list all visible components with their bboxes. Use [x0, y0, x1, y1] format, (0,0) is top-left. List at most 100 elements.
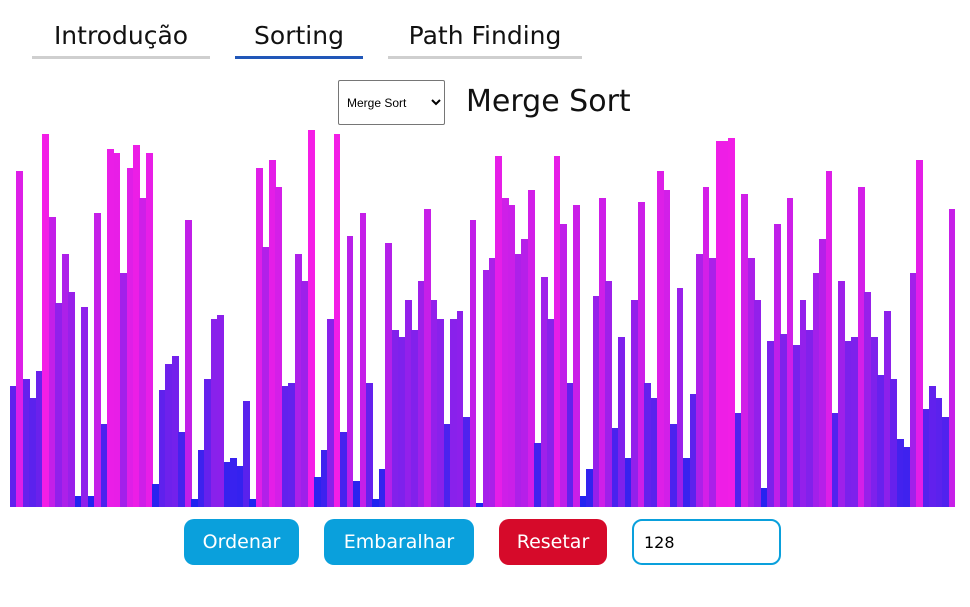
array-bar — [372, 499, 380, 507]
array-bar — [437, 318, 444, 507]
array-bar — [120, 273, 127, 507]
shuffle-button[interactable]: Embaralhar — [324, 519, 474, 565]
array-bar — [780, 333, 787, 507]
array-bar — [495, 156, 503, 507]
array-bar — [217, 314, 224, 507]
array-bar — [547, 318, 554, 507]
array-bar — [599, 197, 606, 507]
array-bar — [404, 299, 412, 507]
array-bar — [398, 337, 406, 507]
array-bar — [320, 450, 328, 507]
reset-button[interactable]: Resetar — [499, 519, 607, 565]
array-bar — [942, 416, 949, 507]
array-bar — [534, 442, 542, 507]
array-bar — [877, 375, 885, 507]
array-bar — [825, 171, 833, 507]
array-bar — [35, 371, 43, 507]
algorithm-select[interactable]: Merge Sort — [338, 80, 445, 125]
array-bar — [359, 212, 367, 507]
array-bar — [424, 209, 431, 507]
array-bar — [799, 299, 807, 507]
array-bar — [204, 378, 211, 507]
array-bar — [74, 495, 82, 507]
array-bar — [314, 476, 321, 507]
tab-introducao[interactable]: Introdução — [32, 20, 210, 59]
array-bar — [81, 307, 88, 507]
array-bar — [702, 186, 710, 507]
array-bar — [288, 382, 296, 507]
array-bar — [676, 288, 684, 507]
array-bar — [819, 239, 826, 507]
array-bar — [709, 258, 716, 507]
array-bar — [42, 133, 50, 507]
array-bar — [158, 390, 166, 507]
array-bar — [734, 412, 742, 507]
array-bar — [806, 329, 813, 507]
array-bar — [476, 503, 483, 507]
array-bar — [929, 386, 936, 507]
array-bar — [650, 397, 658, 507]
array-bar — [340, 431, 347, 507]
array-bar — [55, 303, 63, 507]
array-bar — [573, 205, 580, 507]
tab-path-finding[interactable]: Path Finding — [388, 20, 582, 59]
array-bar — [624, 458, 632, 507]
array-bar — [171, 356, 179, 507]
array-bar — [469, 220, 477, 507]
array-bar — [857, 186, 865, 507]
array-bar — [178, 431, 186, 507]
array-bar — [566, 382, 574, 507]
array-bar — [236, 465, 244, 507]
array-bar — [501, 197, 509, 507]
array-bar — [689, 393, 697, 507]
array-bar — [249, 499, 257, 507]
array-bar — [916, 160, 923, 507]
array-bar — [197, 450, 205, 507]
array-bar — [773, 224, 781, 507]
array-bar — [851, 337, 859, 507]
array-bar — [721, 141, 729, 507]
array-bar — [126, 167, 134, 507]
array-bar — [611, 427, 619, 507]
array-bar — [896, 439, 904, 507]
array-bar — [210, 318, 218, 507]
action-bar: Ordenar Embaralhar Resetar — [0, 519, 970, 567]
array-bar — [909, 273, 917, 507]
algorithm-header: Merge Sort Merge Sort — [0, 80, 970, 126]
array-bar — [618, 337, 626, 507]
array-bar — [100, 424, 108, 507]
array-bar — [883, 310, 891, 507]
sort-button[interactable]: Ordenar — [184, 519, 299, 565]
array-bar — [87, 495, 95, 507]
array-bar — [113, 152, 121, 507]
array-bar — [728, 137, 736, 507]
array-bar — [903, 446, 910, 507]
array-bar — [230, 458, 237, 507]
array-bar — [391, 329, 399, 507]
array-bar — [747, 258, 755, 507]
array-bar — [844, 341, 852, 507]
array-bar — [29, 397, 37, 507]
array-bar — [767, 341, 775, 507]
array-bar — [184, 220, 192, 507]
array-bar — [812, 273, 820, 507]
array-bar — [715, 141, 723, 507]
array-bar — [22, 378, 30, 507]
array-bar — [870, 337, 878, 507]
array-size-input[interactable] — [632, 519, 781, 565]
array-bar — [385, 243, 393, 507]
array-bar — [346, 235, 354, 507]
tab-sorting[interactable]: Sorting — [235, 20, 363, 59]
array-bar — [443, 424, 451, 507]
array-bar — [262, 246, 270, 507]
array-bar — [191, 499, 198, 507]
array-bar — [514, 254, 522, 507]
array-bar — [463, 416, 470, 507]
array-bar — [760, 488, 768, 507]
array-bar — [832, 412, 839, 507]
array-bar — [670, 424, 677, 507]
array-bar — [353, 480, 360, 507]
array-bar — [631, 299, 639, 507]
array-bar — [527, 190, 535, 507]
array-bar — [488, 258, 496, 507]
